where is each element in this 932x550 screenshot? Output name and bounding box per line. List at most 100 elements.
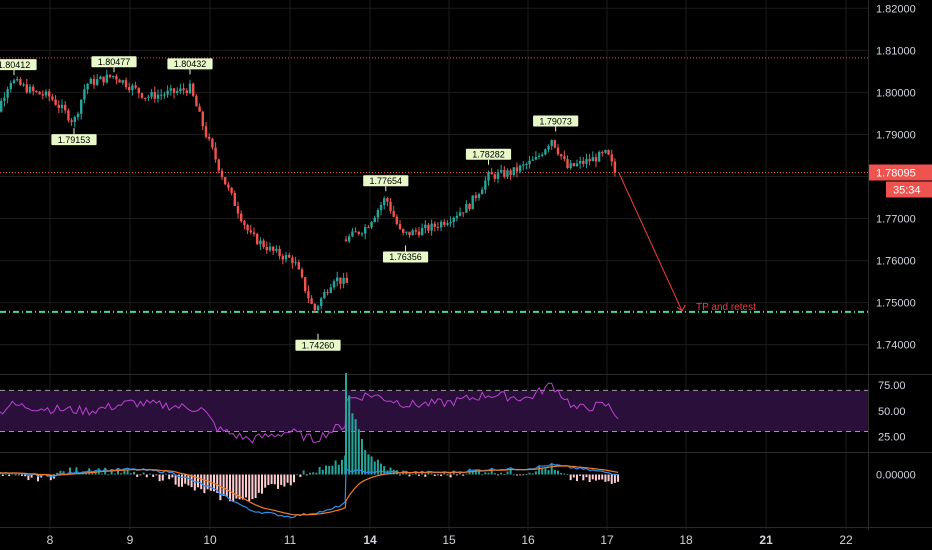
candle-body	[607, 150, 610, 155]
candle-body	[144, 97, 147, 99]
candle-body	[57, 104, 60, 108]
candle-body	[370, 221, 373, 228]
macd-histogram-bar	[299, 474, 302, 477]
macd-histogram-bar	[120, 473, 123, 475]
macd-histogram-bar	[534, 471, 537, 475]
macd-histogram-bar	[251, 474, 254, 500]
macd-histogram-bar	[30, 474, 33, 478]
macd-histogram-bar	[331, 465, 334, 475]
macd-histogram-bar	[152, 474, 155, 477]
macd-histogram-bar	[582, 474, 585, 481]
time-tick-label: 10	[203, 533, 217, 547]
macd-histogram-bar	[219, 474, 222, 501]
macd-histogram-bar	[229, 474, 231, 502]
macd-histogram-bar	[443, 472, 446, 475]
candle-body	[446, 223, 449, 225]
macd-histogram-bar	[261, 474, 263, 494]
time-tick-label: 8	[47, 533, 54, 547]
macd-histogram-bar	[235, 474, 238, 499]
candle-body	[112, 75, 115, 77]
macd-histogram-bar	[283, 474, 286, 487]
candle-body	[115, 75, 118, 80]
macd-histogram-bar	[351, 413, 354, 475]
macd-histogram-bar	[14, 474, 17, 476]
macd-histogram-bar	[168, 474, 171, 480]
candle-body	[373, 217, 376, 222]
macd-histogram-bar	[436, 474, 439, 476]
macd-histogram-bar	[503, 474, 506, 475]
price-tick-label: 1.76000	[876, 256, 916, 268]
candle-body	[28, 86, 32, 93]
candle-body	[474, 195, 478, 198]
candle-body	[376, 210, 380, 218]
macd-histogram-bar	[563, 473, 566, 475]
macd-histogram-bar	[604, 474, 607, 482]
macd-histogram-bar	[296, 474, 299, 476]
macd-histogram-bar	[531, 473, 534, 475]
candle-body	[192, 83, 195, 96]
macd-histogram-bar	[383, 466, 386, 475]
candle-body	[227, 184, 230, 188]
rsi-panel	[0, 382, 868, 444]
macd-histogram-bar	[376, 459, 379, 475]
macd-histogram-bar	[478, 470, 481, 475]
macd-histogram-bar	[206, 474, 209, 490]
candle-body	[550, 140, 553, 146]
candle-body	[16, 79, 19, 81]
macd-histogram-bar	[519, 474, 522, 476]
candle-body	[320, 298, 323, 307]
candle-body	[414, 230, 418, 232]
candle-body	[304, 277, 307, 292]
swing-label: 1.80432	[174, 59, 207, 69]
candle-body	[503, 169, 506, 177]
candle-body	[96, 79, 99, 85]
candle-body	[54, 99, 57, 105]
macd-histogram-bar	[613, 474, 616, 483]
macd-histogram-bar	[399, 474, 402, 476]
macd-histogram-bar	[5, 473, 7, 475]
candle-body	[462, 212, 465, 214]
swing-label-box	[295, 339, 341, 351]
macd-histogram-bar	[241, 474, 244, 500]
macd-histogram-bar	[417, 474, 420, 476]
candle-body	[284, 254, 288, 260]
macd-histogram-bar	[430, 473, 433, 475]
candle-body	[172, 88, 176, 93]
macd-histogram-bar	[161, 474, 164, 481]
macd-histogram-bar	[133, 471, 135, 475]
candle-body	[490, 172, 493, 175]
macd-histogram-bar	[309, 472, 311, 475]
macd-histogram-bar	[149, 473, 151, 475]
candle-body	[80, 99, 83, 114]
time-tick-label: 17	[600, 533, 614, 547]
candle-body	[556, 147, 560, 155]
countdown-label: 35:34	[893, 184, 921, 196]
candle-body	[364, 227, 367, 234]
candle-body	[163, 94, 166, 96]
macd-histogram-bar	[181, 474, 183, 487]
candle-body	[477, 194, 481, 198]
macd-panel	[0, 373, 620, 519]
swing-label-box	[382, 251, 429, 263]
macd-histogram-bar	[200, 474, 203, 490]
candle-body	[420, 228, 424, 236]
candle-body	[92, 78, 96, 85]
candle-body	[512, 167, 515, 175]
candle-body	[342, 277, 345, 284]
candle-body	[22, 84, 25, 86]
macd-histogram-bar	[24, 474, 27, 477]
candle-body	[411, 230, 414, 236]
macd-histogram-bar	[566, 473, 569, 475]
macd-histogram-bar	[264, 474, 267, 488]
candle-body	[433, 223, 436, 227]
candle-body	[153, 92, 156, 99]
swing-labels: 86331.804121.791531.804771.804321.742601…	[0, 56, 579, 351]
candle-body	[41, 94, 44, 96]
macd-histogram-bar	[321, 469, 324, 475]
macd-histogram-bar	[598, 474, 601, 480]
candle-body	[83, 89, 86, 100]
candle-body	[51, 96, 54, 100]
macd-histogram-bar	[512, 474, 515, 476]
candle-body	[509, 170, 512, 175]
